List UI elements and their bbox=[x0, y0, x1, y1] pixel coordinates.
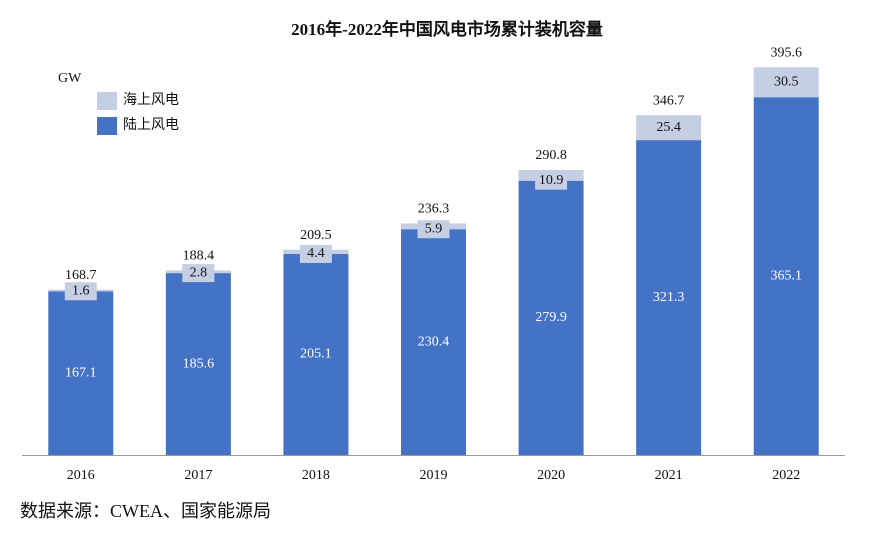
value-label: 167.1 bbox=[65, 365, 97, 380]
value-label: 4.4 bbox=[307, 246, 325, 261]
total-label: 209.5 bbox=[300, 228, 332, 243]
value-label: 321.3 bbox=[653, 290, 685, 305]
value-label: 205.1 bbox=[300, 347, 332, 362]
value-label: 185.6 bbox=[183, 356, 215, 371]
value-label: 2.8 bbox=[190, 265, 208, 280]
total-label: 236.3 bbox=[418, 202, 450, 217]
x-tick-label: 2020 bbox=[537, 468, 565, 483]
legend-label: 海上风电 bbox=[123, 92, 179, 108]
legend-swatch bbox=[97, 117, 117, 135]
total-label: 188.4 bbox=[183, 249, 215, 264]
source-note: 数据来源：CWEA、国家能源局 bbox=[20, 501, 271, 521]
value-label: 5.9 bbox=[425, 221, 443, 236]
onshore-bar bbox=[283, 254, 349, 455]
x-tick-label: 2017 bbox=[184, 468, 212, 483]
value-label-bg bbox=[535, 171, 568, 190]
onshore-bar bbox=[48, 291, 114, 455]
x-tick-label: 2019 bbox=[420, 468, 448, 483]
onshore-bar bbox=[165, 273, 231, 455]
value-label: 25.4 bbox=[656, 120, 681, 135]
onshore-bar bbox=[753, 97, 819, 456]
x-tick-label: 2022 bbox=[772, 468, 800, 483]
value-label: 230.4 bbox=[418, 334, 450, 349]
value-label-bg bbox=[64, 282, 97, 301]
total-label: 168.7 bbox=[65, 268, 97, 283]
total-label: 346.7 bbox=[653, 93, 685, 108]
value-label-bg bbox=[652, 118, 685, 137]
onshore-bar bbox=[636, 140, 702, 455]
value-label-bg bbox=[299, 245, 332, 264]
value-label: 279.9 bbox=[535, 310, 567, 325]
value-label: 30.5 bbox=[774, 74, 799, 89]
value-label: 1.6 bbox=[72, 283, 90, 298]
value-label-bg bbox=[417, 220, 450, 239]
value-label-bg bbox=[182, 264, 215, 283]
onshore-bar bbox=[401, 229, 466, 455]
x-tick-label: 2021 bbox=[655, 468, 683, 483]
value-label: 10.9 bbox=[539, 173, 564, 188]
legend-label: 陆上风电 bbox=[123, 117, 179, 133]
legend-swatch bbox=[97, 92, 117, 110]
onshore-bar bbox=[518, 180, 584, 455]
value-label-bg bbox=[770, 73, 803, 92]
x-tick-label: 2016 bbox=[67, 468, 95, 483]
value-label: 365.1 bbox=[770, 268, 802, 283]
total-label: 290.8 bbox=[535, 148, 567, 163]
total-label: 395.6 bbox=[770, 46, 802, 61]
y-axis-unit: GW bbox=[58, 71, 82, 86]
x-tick-label: 2018 bbox=[302, 468, 330, 483]
chart-title: 2016年-2022年中国风电市场累计装机容量 bbox=[291, 19, 603, 39]
